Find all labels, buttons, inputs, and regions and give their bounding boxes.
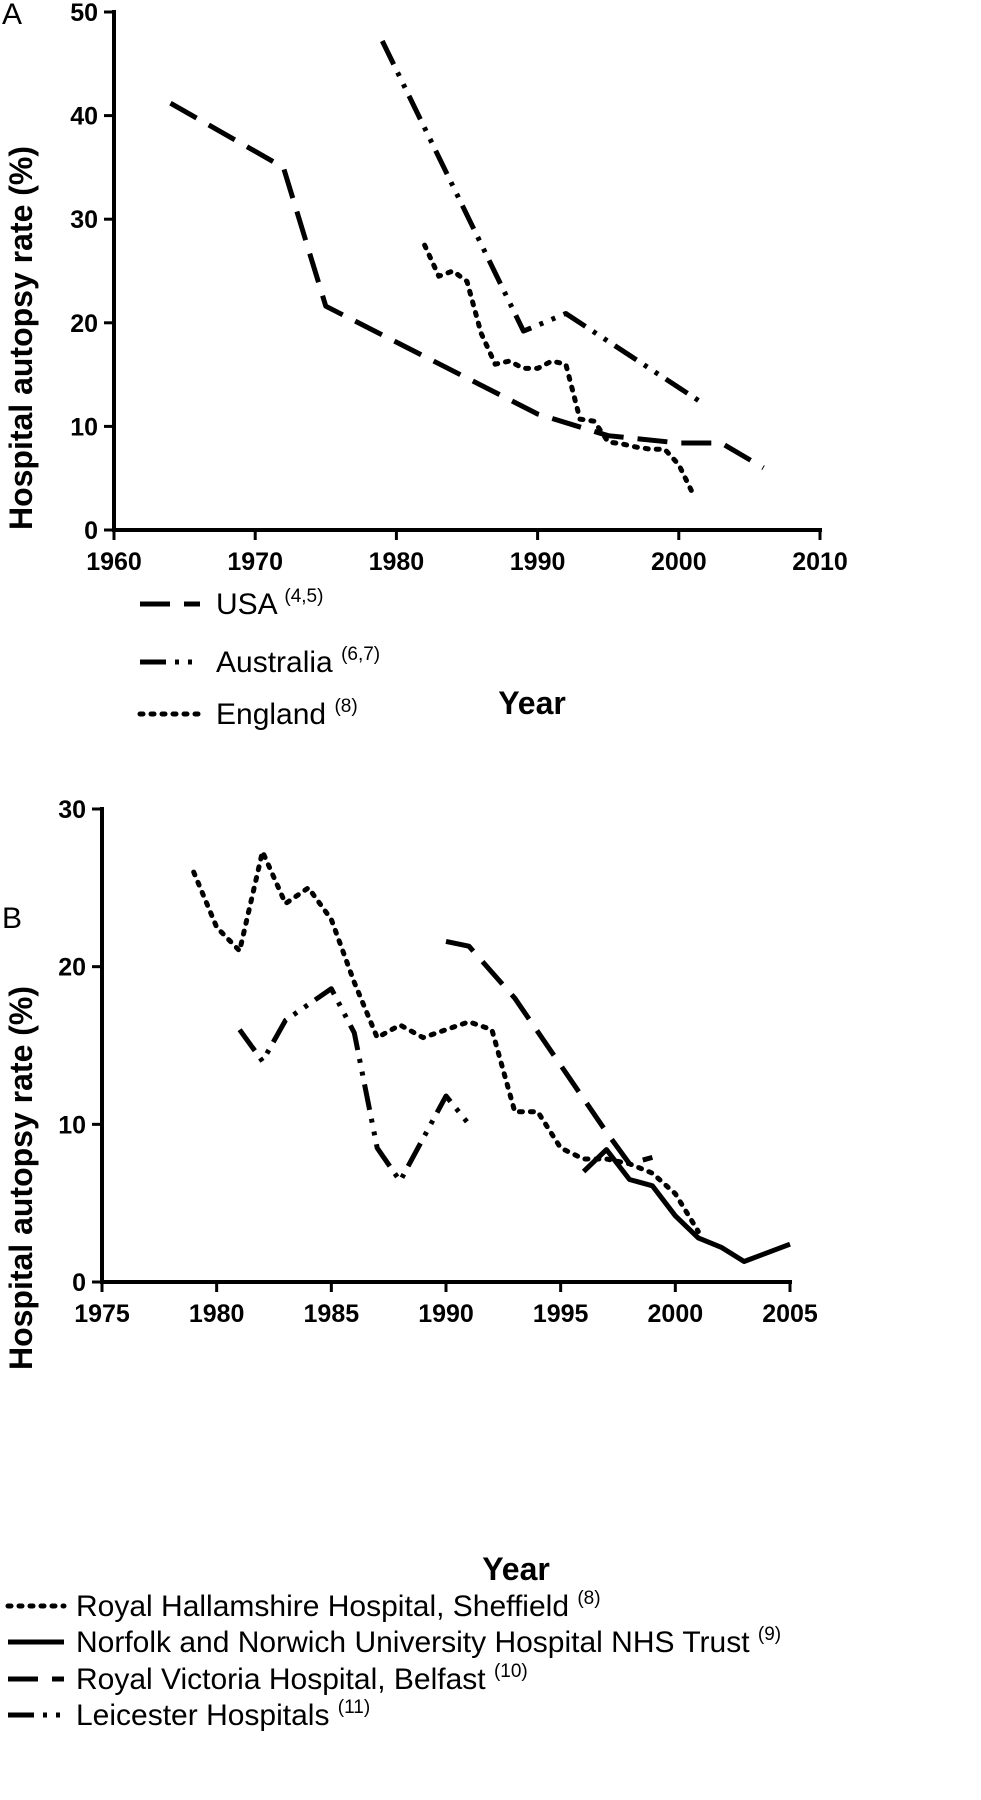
y-tick-label: 40 <box>70 103 98 131</box>
chart-a: Hospital autopsy rate (%) Year 0 10 20 30 40… <box>3 0 848 721</box>
x-tick-label: 1980 <box>189 1300 245 1328</box>
x-tick-label: 1990 <box>418 1300 474 1328</box>
y-tick-label: 50 <box>70 0 98 27</box>
x-tick-label: 1975 <box>74 1300 130 1328</box>
series-line-england <box>422 242 696 497</box>
x-tick-label: 1970 <box>227 548 283 576</box>
x-axis-title-b: Year <box>482 1551 550 1587</box>
legend-label: Royal Hallamshire Hospital, Sheffield (8… <box>76 1588 601 1623</box>
x-tick-label: 2000 <box>651 548 707 576</box>
x-tick-label: 1980 <box>369 548 425 576</box>
legend-label: Norfolk and Norwich University Hospital … <box>76 1624 781 1659</box>
x-tick-label: 2005 <box>762 1300 818 1328</box>
x-axis-title-a: Year <box>498 685 566 721</box>
x-tick-label: 1985 <box>304 1300 360 1328</box>
legend-label: Leicester Hospitals (11) <box>76 1697 370 1732</box>
legend-a: USA (4,5) Australia (6,7) England (8) <box>137 586 380 731</box>
y-tick-label: 10 <box>70 413 98 441</box>
legend-label: England (8) <box>216 696 358 731</box>
x-tick-label: 1960 <box>86 548 142 576</box>
x-tick-label: 1990 <box>510 548 566 576</box>
y-axis-title-a: Hospital autopsy rate (%) <box>3 146 39 530</box>
panel-label-a: A <box>2 0 22 31</box>
y-tick-label: 30 <box>58 796 86 824</box>
y-tick-label: 20 <box>70 310 98 338</box>
panel-label-b: B <box>2 902 22 935</box>
y-tick-label: 0 <box>72 1269 86 1297</box>
y-tick-label: 10 <box>58 1111 86 1139</box>
legend-label: Australia (6,7) <box>216 644 380 679</box>
series-line-royal-hallamshire-hospital-sheffield <box>191 849 701 1234</box>
series-line-royal-victoria-hospital-belfast <box>445 938 654 1167</box>
x-tick-label: 2010 <box>792 548 848 576</box>
series-line-usa <box>169 101 765 470</box>
y-tick-label: 0 <box>84 517 98 545</box>
y-tick-label: 30 <box>70 206 98 234</box>
x-tick-label: 2000 <box>648 1300 704 1328</box>
y-tick-label: 20 <box>58 954 86 982</box>
series-line-norfolk-and-norwich-university-hospital-nhs-trust <box>581 1147 791 1264</box>
y-axis-title-b: Hospital autopsy rate (%) <box>3 986 39 1370</box>
legend-label: USA (4,5) <box>216 586 323 621</box>
series-line-leicester-hospitals <box>237 986 471 1184</box>
chart-b: Hospital autopsy rate (%) Year 0 10 20 30 19… <box>3 796 818 1587</box>
x-tick-label: 1995 <box>533 1300 589 1328</box>
legend-b: Royal Hallamshire Hospital, Sheffield (8… <box>5 1588 781 1732</box>
series-line-australia <box>380 39 702 404</box>
legend-label: Royal Victoria Hospital, Belfast (10) <box>76 1661 528 1696</box>
